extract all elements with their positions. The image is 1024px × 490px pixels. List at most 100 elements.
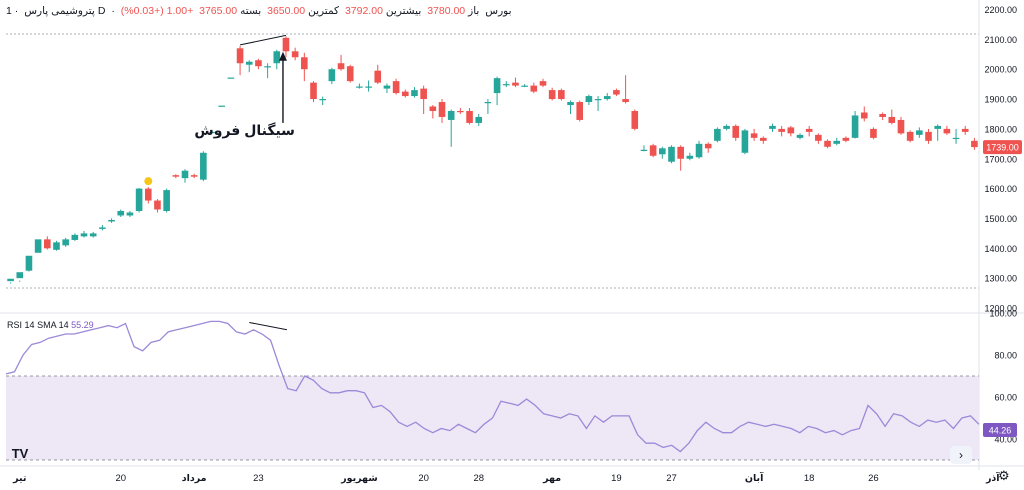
candle	[888, 109, 896, 125]
candle-body	[558, 90, 565, 100]
rsi-length: 14	[24, 320, 35, 330]
gear-icon[interactable]: ⚙	[998, 468, 1010, 483]
candle	[548, 87, 556, 101]
candle-body	[952, 137, 960, 140]
candle-body	[126, 212, 134, 216]
candlestick-series	[7, 36, 978, 284]
price-tick-label: 1900.00	[984, 95, 1017, 105]
candle	[71, 233, 79, 241]
candle-body	[833, 140, 841, 144]
candle	[99, 225, 106, 231]
candle-body	[71, 234, 79, 240]
candle-body	[741, 130, 749, 153]
candle-body	[89, 233, 97, 237]
candle	[732, 124, 740, 141]
tradingview-logo[interactable]: TV	[11, 446, 29, 461]
candle	[805, 125, 813, 137]
candle-body	[649, 145, 657, 156]
candle	[108, 218, 115, 223]
candle-body	[245, 61, 253, 65]
candle	[209, 131, 216, 134]
candle	[356, 83, 363, 89]
candle	[429, 105, 437, 119]
time-tick-label: آذر	[985, 471, 1000, 484]
candle-body	[961, 128, 969, 132]
time-tick-label: تیر	[12, 473, 26, 484]
time-tick-label: شهریور	[340, 473, 378, 484]
time-tick-label: 18	[804, 473, 815, 484]
price-tick-label: 2200.00	[984, 5, 1017, 15]
candle	[778, 125, 785, 137]
candle-body	[659, 148, 666, 155]
candle	[466, 108, 473, 125]
candle	[759, 136, 767, 144]
candle-body	[484, 102, 492, 104]
candle-body	[943, 128, 951, 134]
candle	[897, 116, 905, 135]
candle	[190, 173, 198, 179]
candle	[649, 143, 657, 158]
candle	[824, 139, 831, 149]
interval[interactable]: 1D	[6, 5, 106, 17]
candle	[530, 82, 538, 94]
time-tick-label: مرداد	[182, 473, 207, 484]
candle-body	[704, 143, 712, 149]
candle-body	[750, 133, 758, 138]
sell-signal-annotation: سیگنال فروش	[144, 34, 295, 331]
candle-body	[466, 110, 473, 123]
time-tick-label: آبان	[745, 471, 764, 484]
candle	[631, 109, 639, 131]
candle-body	[521, 85, 528, 87]
candle	[512, 77, 519, 88]
candle-body	[512, 82, 519, 86]
candle-body	[631, 110, 639, 129]
candle	[447, 109, 455, 147]
candle	[319, 96, 326, 106]
candle-body	[732, 125, 740, 138]
candle	[200, 151, 207, 182]
rsi-tick-label: 60.00	[994, 393, 1017, 403]
symbol-name[interactable]: پتروشیمی پارس	[24, 5, 95, 17]
candle-body	[273, 51, 281, 64]
arrow-head	[278, 51, 287, 61]
time-tick-label: 27	[666, 473, 677, 484]
candle-body	[759, 137, 767, 141]
time-tick-label: 19	[611, 473, 622, 484]
candle	[337, 54, 345, 71]
candle	[860, 106, 868, 122]
candle-body	[796, 134, 804, 138]
candle-body	[135, 188, 143, 211]
candle-body	[163, 190, 170, 211]
candle	[916, 127, 923, 138]
price-axis: 1200.00 1300.00 1400.00 1500.00 1600.00 1700.…	[983, 5, 1022, 314]
open-label: باز	[468, 5, 480, 17]
candle	[291, 47, 299, 61]
candle	[310, 81, 317, 103]
chevron-right-icon[interactable]: ›	[950, 446, 972, 464]
candle-body	[824, 140, 831, 147]
candle-body	[447, 110, 455, 120]
candle	[264, 63, 271, 79]
candle-body	[815, 134, 822, 141]
candle	[668, 145, 675, 164]
candle	[154, 199, 161, 213]
candle-body	[337, 63, 345, 70]
price-tick-label: 1300.00	[984, 274, 1017, 284]
candle-body	[328, 69, 336, 82]
candle-body	[971, 140, 978, 148]
candle-body	[622, 99, 629, 103]
candle-body	[255, 60, 262, 67]
rsi-tick-label: 40.00	[994, 435, 1017, 445]
rsi-header[interactable]: RSI 14 SMA 14 55.29	[7, 320, 94, 330]
candle	[346, 64, 354, 83]
candle-body	[714, 128, 721, 141]
candle	[659, 146, 666, 159]
candle-body	[897, 119, 905, 134]
rsi-ma-length: 14	[58, 320, 69, 330]
candle-body	[181, 170, 189, 179]
candle	[833, 137, 841, 146]
candle	[484, 99, 492, 114]
candle	[328, 67, 336, 85]
candle	[971, 137, 978, 150]
